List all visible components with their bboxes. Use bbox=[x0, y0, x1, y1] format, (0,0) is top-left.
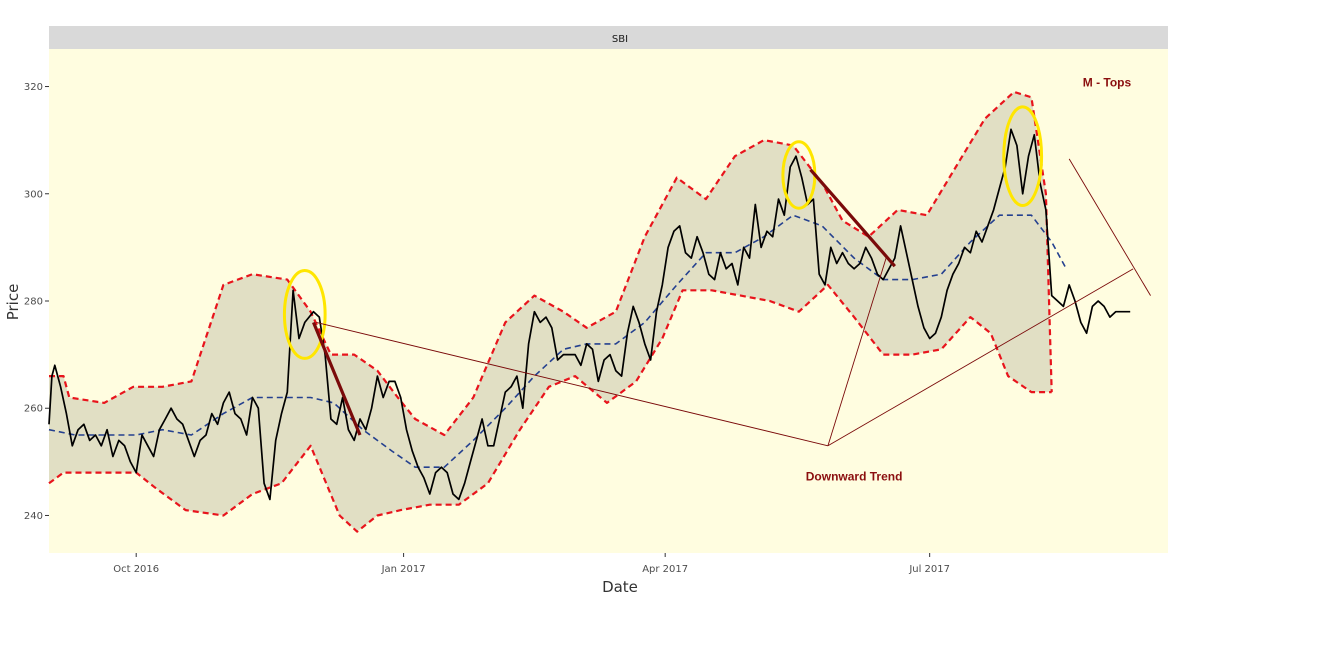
trend-line bbox=[316, 322, 829, 447]
x-axis-title: Date bbox=[602, 578, 638, 596]
trend-line bbox=[827, 257, 887, 446]
y-axis: 240 260 280 300 320 bbox=[24, 82, 49, 522]
facet-strip-label: SBI bbox=[612, 34, 628, 45]
decline-arrow-line bbox=[809, 168, 896, 268]
upper-band-line bbox=[49, 90, 1053, 437]
x-axis: Oct 2016 Jan 2017 Apr 2017 Jul 2017 bbox=[113, 553, 950, 575]
x-tick-label: Jan 2017 bbox=[381, 564, 426, 575]
x-tick-label: Oct 2016 bbox=[113, 564, 159, 575]
y-tick-label: 240 bbox=[24, 511, 43, 522]
price-line bbox=[48, 128, 1131, 501]
lower-band-line bbox=[48, 283, 1052, 533]
y-tick-label: 280 bbox=[24, 297, 43, 308]
annotation-text-downward-trend: Downward Trend bbox=[806, 470, 903, 484]
y-axis-title: Price bbox=[4, 284, 22, 321]
trend-line bbox=[1068, 158, 1151, 296]
trend-line bbox=[827, 268, 1134, 447]
y-tick-label: 260 bbox=[24, 404, 43, 415]
y-tick-label: 300 bbox=[24, 189, 43, 200]
highlight-ellipse bbox=[282, 268, 327, 360]
annotation-text-m-tops: M - Tops bbox=[1083, 76, 1132, 90]
decline-arrow-line bbox=[312, 321, 362, 436]
band-ribbon bbox=[49, 91, 1052, 532]
annotation-layer: M - Tops Downward Trend bbox=[282, 76, 1151, 484]
x-tick-label: Apr 2017 bbox=[642, 564, 688, 575]
facet-strip bbox=[49, 26, 1168, 49]
y-tick-label: 320 bbox=[24, 82, 43, 93]
x-tick-label: Jul 2017 bbox=[908, 564, 950, 575]
highlight-ellipse bbox=[1002, 105, 1044, 208]
